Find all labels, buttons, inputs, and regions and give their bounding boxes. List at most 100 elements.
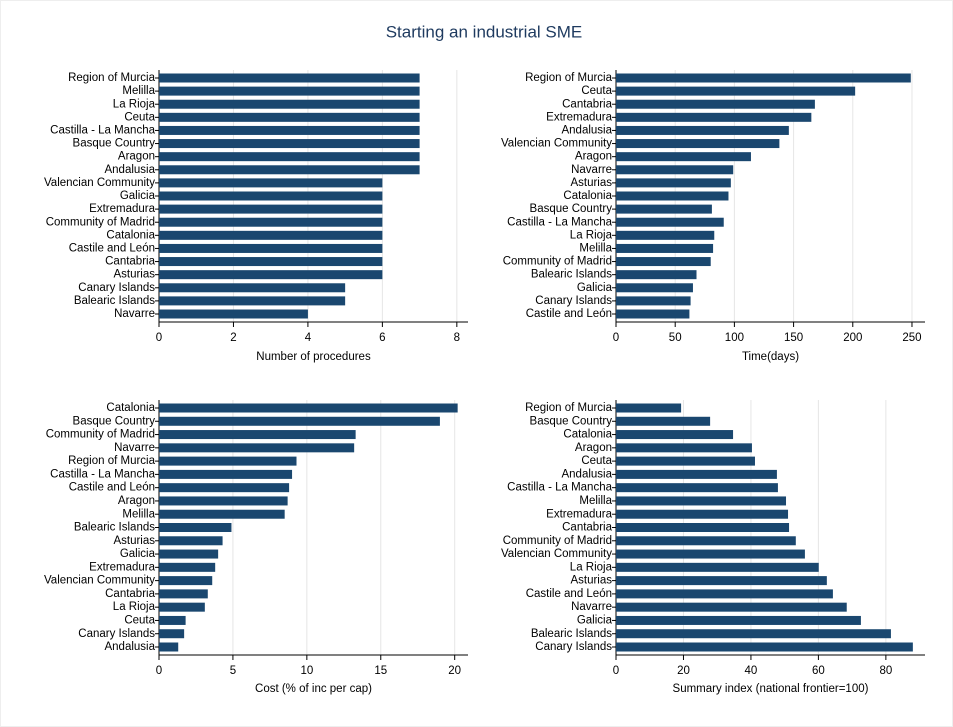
x-tick-label: 100 bbox=[725, 332, 744, 344]
bar bbox=[159, 483, 290, 493]
bar bbox=[159, 549, 219, 559]
bar bbox=[616, 296, 691, 306]
bar bbox=[159, 615, 186, 625]
x-tick-label: 8 bbox=[454, 332, 460, 344]
bar bbox=[616, 629, 891, 639]
y-tick-label: Andalusia bbox=[561, 468, 612, 480]
bar bbox=[159, 112, 420, 122]
bar bbox=[616, 416, 711, 426]
y-tick-label: La Rioja bbox=[570, 561, 613, 573]
bar bbox=[159, 430, 356, 440]
x-tick-label: 5 bbox=[230, 665, 236, 677]
bar bbox=[616, 217, 724, 227]
x-tick-label: 20 bbox=[677, 665, 690, 677]
y-tick-label: Cantabria bbox=[562, 522, 612, 534]
y-tick-label: Valencian Community bbox=[44, 177, 155, 189]
y-tick-label: Catalonia bbox=[106, 229, 155, 241]
bar bbox=[616, 191, 729, 201]
bar bbox=[616, 642, 913, 652]
x-tick-label: 20 bbox=[448, 665, 461, 677]
y-tick-label: Ceuta bbox=[581, 85, 612, 97]
bar bbox=[159, 270, 383, 280]
y-tick-label: Castile and León bbox=[526, 588, 612, 600]
y-tick-label: La Rioja bbox=[570, 229, 613, 241]
bar bbox=[159, 416, 440, 426]
x-tick-label: 80 bbox=[879, 665, 892, 677]
y-tick-label: Andalusia bbox=[104, 164, 155, 176]
y-tick-label: Canary Islands bbox=[535, 641, 612, 653]
y-tick-label: Cantabria bbox=[105, 256, 155, 268]
bar bbox=[616, 483, 778, 493]
bar bbox=[616, 523, 790, 532]
y-tick-label: Asturias bbox=[570, 575, 612, 587]
x-tick-label: 0 bbox=[156, 665, 162, 677]
y-tick-label: Melilla bbox=[122, 508, 155, 520]
bar bbox=[616, 443, 752, 453]
y-tick-label: Aragon bbox=[575, 151, 612, 163]
bar bbox=[616, 309, 690, 319]
y-tick-label: Canary Islands bbox=[535, 295, 612, 307]
y-tick-label: Asturias bbox=[113, 269, 155, 281]
y-tick-label: Extremadura bbox=[89, 203, 155, 215]
x-tick-label: 0 bbox=[156, 332, 162, 344]
y-tick-label: Asturias bbox=[570, 177, 612, 189]
y-tick-label: Basque Country bbox=[73, 138, 156, 150]
y-tick-label: Castilla - La Mancha bbox=[507, 216, 612, 228]
bar bbox=[616, 562, 819, 572]
y-tick-label: Melilla bbox=[579, 495, 612, 507]
bar bbox=[159, 443, 355, 453]
y-tick-label: Galicia bbox=[577, 614, 613, 626]
x-tick-label: 15 bbox=[374, 665, 387, 677]
x-tick-label: 60 bbox=[812, 665, 825, 677]
y-tick-label: Region of Murcia bbox=[525, 72, 613, 84]
y-tick-label: Basque Country bbox=[73, 415, 156, 427]
bar bbox=[616, 496, 787, 506]
y-tick-label: Region of Murcia bbox=[68, 72, 156, 84]
bar bbox=[616, 615, 861, 625]
y-tick-label: Extremadura bbox=[546, 111, 612, 123]
y-tick-label: Community of Madrid bbox=[46, 429, 155, 441]
bar bbox=[616, 456, 755, 466]
y-tick-label: Andalusia bbox=[561, 124, 612, 136]
y-tick-label: Galicia bbox=[120, 548, 156, 560]
bar bbox=[159, 403, 458, 413]
bar bbox=[616, 536, 796, 546]
y-tick-label: Castilla - La Mancha bbox=[507, 482, 612, 494]
y-tick-label: Navarre bbox=[114, 308, 155, 320]
bar bbox=[159, 243, 383, 253]
x-axis-label: Cost (% of inc per cap) bbox=[255, 683, 372, 695]
bar bbox=[616, 403, 682, 413]
y-tick-label: Balearic Islands bbox=[74, 295, 155, 307]
y-tick-label: Melilla bbox=[122, 85, 155, 97]
bar bbox=[616, 509, 789, 519]
bar bbox=[159, 629, 185, 639]
bar bbox=[616, 125, 789, 135]
bar bbox=[616, 204, 712, 214]
bar bbox=[616, 230, 715, 240]
y-tick-label: Extremadura bbox=[89, 561, 155, 573]
x-axis-label: Summary index (national frontier=100) bbox=[673, 683, 869, 695]
bar bbox=[616, 602, 847, 612]
bar bbox=[616, 589, 833, 599]
y-tick-label: Aragon bbox=[118, 495, 155, 507]
y-tick-label: Navarre bbox=[114, 442, 155, 454]
y-tick-label: Castilla - La Mancha bbox=[50, 124, 155, 136]
y-tick-label: Valencian Community bbox=[501, 548, 612, 560]
y-tick-label: Community of Madrid bbox=[503, 535, 612, 547]
y-tick-label: Asturias bbox=[113, 535, 155, 547]
bar bbox=[159, 191, 383, 201]
bar bbox=[159, 496, 288, 506]
bar bbox=[159, 456, 297, 466]
bar bbox=[159, 257, 383, 267]
y-tick-label: Galicia bbox=[577, 282, 613, 294]
x-tick-label: 2 bbox=[230, 332, 236, 344]
y-tick-label: La Rioja bbox=[113, 98, 156, 110]
bar bbox=[616, 139, 780, 149]
x-tick-label: 50 bbox=[669, 332, 682, 344]
bar bbox=[616, 283, 693, 293]
bar bbox=[159, 469, 293, 479]
bar bbox=[159, 602, 205, 612]
y-tick-label: Castile and León bbox=[69, 482, 155, 494]
y-tick-label: Melilla bbox=[579, 242, 612, 254]
